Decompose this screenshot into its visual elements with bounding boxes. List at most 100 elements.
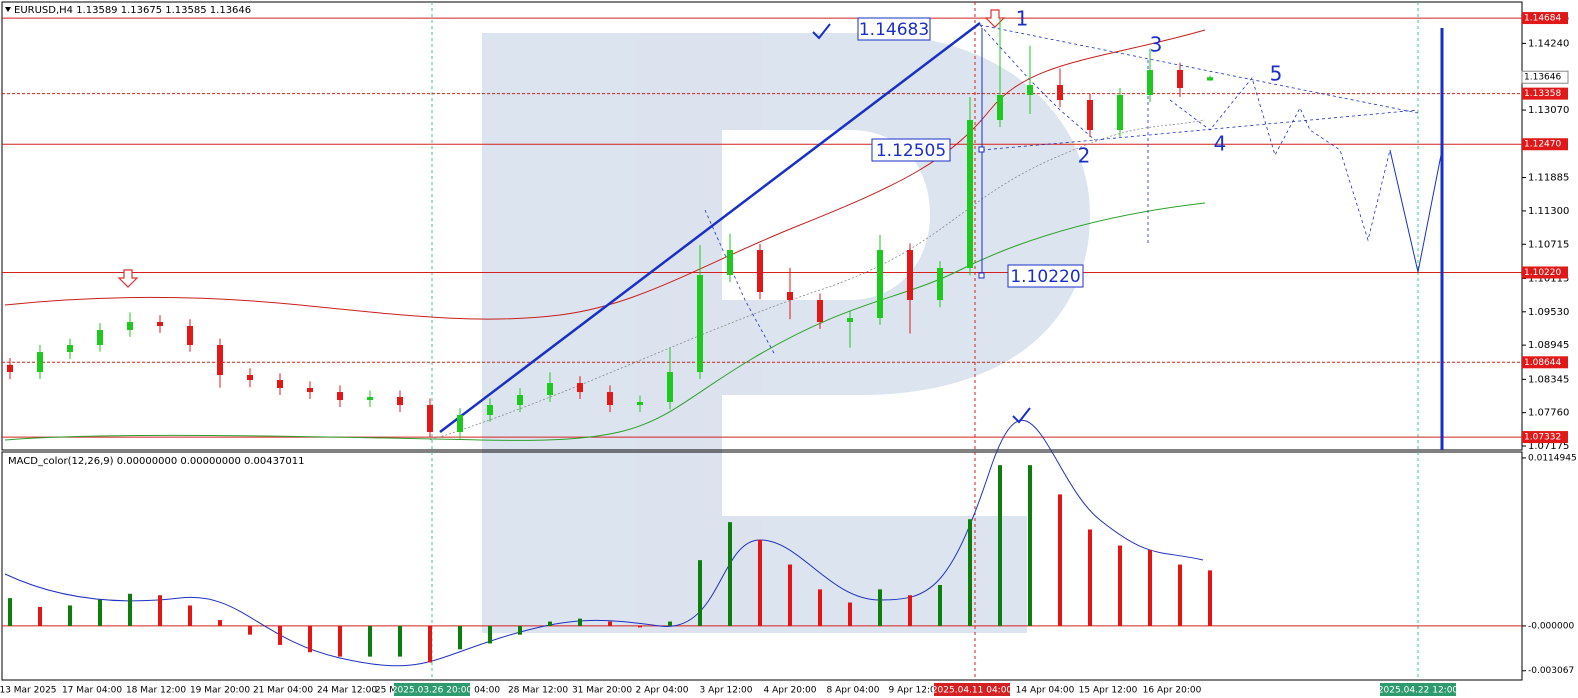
x-tick-label: 18 Mar 12:00 — [126, 686, 186, 696]
level-box — [1522, 356, 1568, 369]
macd-bar — [248, 625, 252, 635]
candle-body — [277, 380, 283, 388]
x-tick-label: 9 Apr 12:00 — [889, 686, 942, 696]
highlight-label: 2025.04.11 04:00 — [932, 686, 1013, 696]
watermark — [482, 33, 1090, 633]
highlight-box — [1380, 683, 1456, 696]
y-tick-label: 1.08945 — [1528, 340, 1569, 351]
candle-body — [247, 375, 253, 381]
macd-bar — [158, 595, 162, 626]
candle-body — [187, 325, 193, 346]
macd-bar — [938, 585, 942, 626]
candle-body — [127, 321, 133, 331]
highlight-label: 2025.03.26 20:00 — [392, 686, 473, 696]
y-tick-label: -0.000000 — [1528, 621, 1574, 631]
macd-title: MACD_color(12,26,9) 0.00000000 0.0000000… — [8, 456, 304, 467]
candle-body — [667, 372, 673, 403]
candle-body — [907, 250, 913, 300]
y-tick-label: 1.07175 — [1528, 441, 1569, 452]
level-label: 1.14684 — [1524, 14, 1561, 24]
x-tick-label: 8 Apr 04:00 — [827, 686, 880, 696]
macd-bar — [908, 595, 912, 626]
wave-label: 1 — [1016, 7, 1029, 31]
macd-bar — [818, 589, 822, 626]
candle-body — [817, 300, 823, 322]
macd-bar — [578, 618, 582, 626]
y-tick-label: 1.10715 — [1528, 239, 1569, 250]
macd-bar — [218, 620, 222, 626]
chart-title: EURUSD,H4 1.13589 1.13675 1.13585 1.1364… — [14, 5, 251, 16]
x-tick-label: 17 Mar 04:00 — [62, 686, 122, 696]
macd-bar — [518, 625, 522, 635]
candle-body — [7, 364, 13, 373]
macd-bar — [398, 625, 402, 657]
x-tick-label: 28 Mar 12:00 — [508, 686, 568, 696]
macd-bar — [128, 593, 132, 626]
level-box — [1522, 87, 1568, 100]
vertical-markers — [431, 2, 1419, 680]
y-tick-label: 1.10115 — [1528, 273, 1569, 284]
candle-body — [337, 392, 343, 401]
menu-icon — [5, 7, 11, 12]
macd-bar — [1148, 549, 1152, 626]
macd-bar — [548, 621, 552, 626]
highlight-label: 2025.04.22 12:00 — [1378, 686, 1459, 696]
macd-bar — [848, 602, 852, 626]
macd-bar — [878, 589, 882, 626]
macd-bar — [608, 621, 612, 626]
macd-bar — [368, 625, 372, 657]
y-tick-label: -0.003067 — [1528, 666, 1574, 676]
candle-body — [1027, 85, 1033, 96]
y-tick-label: 1.13070 — [1528, 105, 1569, 116]
x-tick-label: 13 Mar 2025 — [0, 686, 57, 696]
y-tick-label: 0.0114945 — [1528, 453, 1577, 463]
candle-body — [217, 345, 223, 375]
candle-body — [1117, 95, 1123, 130]
x-tick-label: 14 Apr 04:00 — [1016, 686, 1075, 696]
candle-body — [937, 268, 943, 300]
wave-label: 3 — [1150, 33, 1163, 57]
candle-body — [787, 292, 793, 300]
x-tick-label: 15 Apr 12:00 — [1079, 686, 1138, 696]
candle-body — [1177, 69, 1183, 88]
y-tick-label: 1.14240 — [1528, 38, 1569, 49]
macd-bar — [458, 625, 462, 650]
level-label: 1.13358 — [1524, 89, 1561, 99]
macd-bar — [338, 625, 342, 657]
level-label: 1.07332 — [1524, 433, 1561, 443]
macd-bar — [1208, 570, 1212, 626]
level-label: 1.10220 — [1524, 268, 1561, 278]
macd-bar — [68, 605, 72, 626]
macd-bar — [308, 625, 312, 653]
candle-body — [727, 250, 733, 276]
candle-body — [157, 321, 163, 326]
annotation-box — [1007, 264, 1084, 288]
macd-bar — [8, 598, 12, 626]
macd-bar — [1088, 529, 1092, 626]
y-tick-label: 1.07760 — [1528, 408, 1569, 419]
macd-bar — [668, 621, 672, 626]
candle-body — [1147, 69, 1153, 96]
candle-body — [457, 415, 463, 432]
candle-body — [547, 383, 553, 396]
wave-label: 2 — [1078, 144, 1091, 168]
last-price-label: 1.13646 — [1524, 73, 1561, 83]
annotation-box — [871, 138, 951, 162]
macd-bar — [188, 605, 192, 626]
candle-body — [967, 120, 973, 269]
macd-bar — [638, 625, 642, 628]
level-box — [1522, 138, 1568, 151]
y-tick-label: 1.08345 — [1528, 374, 1569, 385]
level-box — [1522, 431, 1568, 444]
macd-bar — [788, 564, 792, 626]
macd-bar — [278, 625, 282, 645]
annotation: 1.12505 — [876, 141, 946, 161]
annotation-box — [857, 17, 931, 41]
level-label: 1.12470 — [1524, 140, 1561, 150]
y-tick-label: 1.09530 — [1528, 307, 1569, 318]
macd-bar — [488, 625, 492, 644]
last-price-box — [1521, 70, 1569, 84]
x-tick-label: 4 Apr 20:00 — [764, 686, 817, 696]
candle-body — [427, 405, 433, 432]
